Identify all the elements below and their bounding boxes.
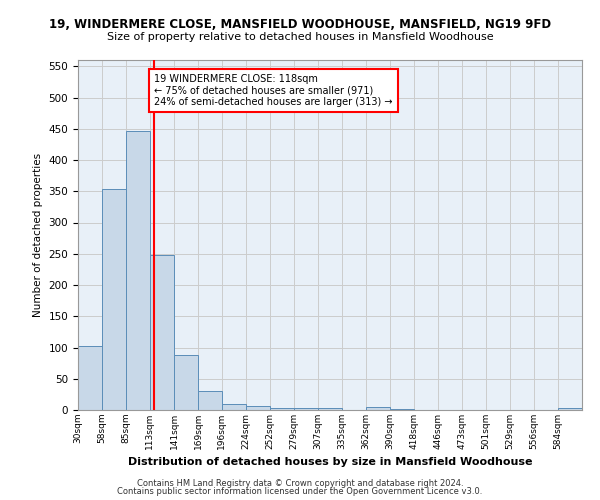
Text: Contains public sector information licensed under the Open Government Licence v3: Contains public sector information licen…	[118, 487, 482, 496]
Text: 19 WINDERMERE CLOSE: 118sqm
← 75% of detached houses are smaller (971)
24% of se: 19 WINDERMERE CLOSE: 118sqm ← 75% of det…	[154, 74, 393, 107]
Bar	[318, 408, 342, 410]
Text: Size of property relative to detached houses in Mansfield Woodhouse: Size of property relative to detached ho…	[107, 32, 493, 42]
Text: 19, WINDERMERE CLOSE, MANSFIELD WOODHOUSE, MANSFIELD, NG19 9FD: 19, WINDERMERE CLOSE, MANSFIELD WOODHOUS…	[49, 18, 551, 30]
Bar	[246, 406, 270, 410]
Y-axis label: Number of detached properties: Number of detached properties	[33, 153, 43, 317]
Bar	[125, 130, 150, 410]
Bar	[174, 355, 199, 410]
Bar	[390, 409, 414, 410]
Bar	[78, 346, 102, 410]
Text: Contains HM Land Registry data © Crown copyright and database right 2024.: Contains HM Land Registry data © Crown c…	[137, 478, 463, 488]
Bar	[558, 408, 582, 410]
Bar	[270, 408, 293, 410]
Bar	[222, 404, 246, 410]
Bar	[365, 407, 390, 410]
Bar	[199, 390, 222, 410]
Bar	[102, 188, 125, 410]
Bar	[293, 408, 318, 410]
X-axis label: Distribution of detached houses by size in Mansfield Woodhouse: Distribution of detached houses by size …	[128, 458, 532, 468]
Bar	[150, 255, 174, 410]
